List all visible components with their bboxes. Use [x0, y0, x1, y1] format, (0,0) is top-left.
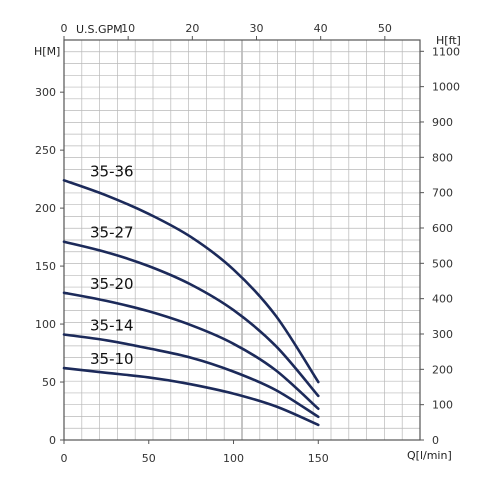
series-curves — [62, 179, 320, 427]
x-bottom-tick-label: 0 — [61, 452, 68, 465]
x-top-axis-label: U.S.GPM — [76, 23, 123, 36]
y-right-tick-label: 100 — [432, 399, 453, 412]
x-top-tick-label: 30 — [250, 22, 264, 35]
y-right-tick-label: 900 — [432, 116, 453, 129]
y-right-tick-label: 0 — [432, 434, 439, 447]
x-bottom-tick-label: 100 — [223, 452, 244, 465]
series-curve-35-14 — [62, 333, 320, 419]
y-right-tick-label: 1100 — [432, 45, 460, 58]
x-bottom-tick-label: 50 — [142, 452, 156, 465]
x-top-tick-label: 0 — [61, 22, 68, 35]
y-left-tick-label: 150 — [35, 260, 56, 273]
y-left-tick-label: 50 — [42, 376, 56, 389]
x-bottom-axis-label: Q[l/min] — [407, 449, 452, 462]
y-left-tick-label: 100 — [35, 318, 56, 331]
series-label-35-36: 35-36 — [90, 162, 134, 180]
y-right-tick-label: 800 — [432, 151, 453, 164]
x-top-tick-label: 40 — [314, 22, 328, 35]
series-curve-35-20 — [62, 291, 320, 410]
x-top-tick-label: 20 — [185, 22, 199, 35]
y-right-axis-label: H[ft] — [436, 34, 461, 47]
y-left-tick-label: 200 — [35, 202, 56, 215]
series-labels: 35-36 35-27 35-20 35-14 35-10 — [90, 162, 134, 368]
x-top-tick-label: 50 — [378, 22, 392, 35]
y-right-tick-label: 1000 — [432, 81, 460, 94]
series-label-35-14: 35-14 — [90, 316, 134, 334]
series-label-35-27: 35-27 — [90, 224, 134, 242]
y-right-tick-label: 400 — [432, 293, 453, 306]
plot-frame — [63, 39, 421, 441]
y-right-tick-label: 600 — [432, 222, 453, 235]
series-curve-35-36 — [62, 179, 320, 384]
series-curve-35-27 — [62, 240, 320, 398]
y-right-tick-label: 700 — [432, 187, 453, 200]
series-label-35-20: 35-20 — [90, 275, 134, 293]
series-curve-35-10 — [62, 366, 320, 427]
x-bottom-tick-label: 150 — [308, 452, 329, 465]
y-left-tick-label: 250 — [35, 144, 56, 157]
x-top-tick-label: 10 — [121, 22, 135, 35]
y-right-tick-label: 500 — [432, 257, 453, 270]
y-right-tick-label: 200 — [432, 363, 453, 376]
y-left-axis-label: H[M] — [34, 45, 60, 58]
series-label-35-10: 35-10 — [90, 350, 134, 368]
y-right-tick-label: 300 — [432, 328, 453, 341]
y-left-tick-label: 0 — [49, 434, 56, 447]
y-left-tick-label: 300 — [35, 86, 56, 99]
